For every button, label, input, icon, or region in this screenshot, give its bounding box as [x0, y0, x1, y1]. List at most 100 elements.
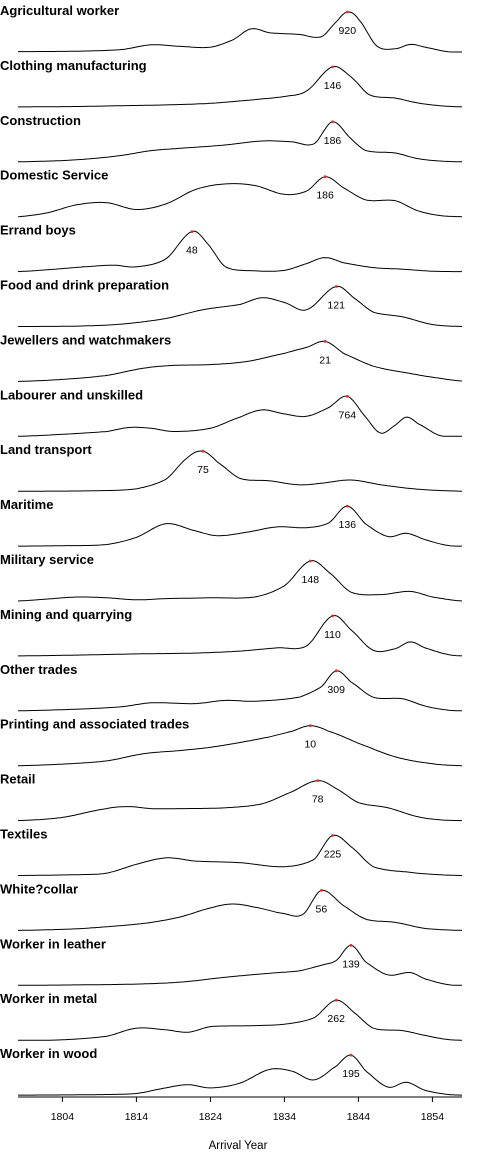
peak-marker [349, 1053, 353, 1057]
density-curve [18, 725, 463, 767]
density-curve [18, 340, 463, 382]
peak-marker [331, 614, 334, 618]
panel-title: Labourer and unskilled [0, 387, 143, 402]
peak-count-label: 48 [186, 245, 198, 257]
peak-marker [308, 724, 312, 728]
peak-count-label: 309 [327, 684, 345, 696]
density-curve [18, 450, 462, 492]
peak-marker [308, 559, 312, 563]
density-curve [18, 121, 462, 163]
panel: Retail 78 [0, 772, 462, 822]
peak-marker [331, 120, 334, 124]
panel-title: Maritime [0, 497, 53, 512]
peak-marker [316, 779, 320, 782]
density-curve [18, 889, 463, 931]
panel: Worker in metal 262 [0, 991, 462, 1041]
ridgeline-panels: Agricultural worker 920 Clothing manufactu… [0, 3, 463, 1096]
x-tick-label: 1854 [421, 1111, 445, 1123]
panel: Jewellers and watchmakers 21 [0, 332, 463, 382]
panel-title: Construction [0, 113, 81, 128]
peak-count-label: 225 [324, 849, 342, 861]
peak-count-label: 186 [324, 135, 342, 147]
panel-title: Clothing manufacturing [0, 58, 147, 73]
density-curve [17, 780, 462, 822]
peak-marker [331, 834, 334, 837]
peak-marker [331, 65, 334, 69]
peak-count-label: 920 [339, 25, 357, 37]
panel: Military service 148 [0, 552, 463, 602]
peak-count-label: 121 [327, 300, 345, 312]
panel: White?collar 56 [0, 881, 463, 931]
peak-marker [323, 340, 327, 343]
panel-title: Retail [0, 772, 35, 787]
x-axis-ticks: 1804 1814 1824 1834 1844 1854 [51, 1097, 445, 1123]
density-curve [18, 285, 463, 327]
peak-marker [334, 998, 338, 1002]
peak-marker [320, 889, 323, 892]
density-curve [18, 614, 463, 657]
peak-count-label: 75 [197, 464, 209, 476]
peak-count-label: 78 [312, 794, 324, 806]
panel: Worker in wood 195 [0, 1046, 462, 1096]
panel: Domestic Service 186 [0, 168, 463, 218]
peak-count-label: 146 [324, 80, 342, 92]
peak-count-label: 148 [302, 574, 320, 586]
peak-marker [345, 504, 349, 508]
peak-count-label: 10 [304, 739, 316, 751]
panel-title: Worker in leather [0, 936, 106, 951]
panel-title: White?collar [0, 881, 78, 896]
panel: Printing and associated trades 10 [0, 717, 463, 767]
peak-count-label: 195 [342, 1068, 360, 1080]
density-curve [17, 560, 463, 602]
panel: Land transport 75 [0, 442, 462, 492]
peak-count-label: 56 [316, 903, 328, 915]
peak-count-label: 136 [339, 519, 357, 531]
density-curve [18, 395, 462, 437]
density-curve [18, 1054, 462, 1096]
x-tick-label: 1844 [347, 1111, 371, 1123]
panel-title: Food and drink preparation [0, 278, 169, 293]
panel-title: Other trades [0, 662, 77, 677]
peak-count-label: 139 [342, 958, 360, 970]
peak-count-label: 21 [319, 354, 331, 366]
density-curve [18, 944, 462, 986]
peak-marker [349, 943, 353, 947]
x-tick-label: 1814 [125, 1111, 149, 1123]
peak-marker [190, 230, 194, 234]
panel-title: Textiles [0, 827, 47, 842]
peak-marker [201, 449, 205, 453]
x-tick-label: 1824 [199, 1111, 223, 1123]
panel: Errand boys 48 [0, 223, 462, 273]
panel-title: Worker in wood [0, 1046, 97, 1061]
panel-title: Military service [0, 552, 94, 567]
panel: Labourer and unskilled 764 [0, 387, 462, 437]
panel-title: Mining and quarrying [0, 607, 132, 622]
density-curve [17, 230, 462, 273]
panel-title: Jewellers and watchmakers [0, 332, 171, 347]
peak-marker [334, 669, 338, 673]
density-curve [18, 670, 462, 712]
peak-count-label: 764 [339, 409, 357, 421]
panel-title: Domestic Service [0, 168, 108, 183]
peak-marker [345, 394, 349, 398]
panel-title: Land transport [0, 442, 92, 457]
peak-marker [345, 10, 349, 14]
panel: Construction 186 [0, 113, 462, 163]
density-curve [18, 505, 462, 547]
panel-title: Errand boys [0, 223, 76, 238]
density-curve [18, 11, 462, 53]
panel: Textiles 225 [0, 827, 462, 876]
peak-count-label: 110 [324, 629, 341, 641]
x-tick-label: 1804 [51, 1111, 75, 1123]
peak-marker [323, 175, 327, 179]
density-curve [18, 834, 462, 876]
panel: Clothing manufacturing 146 [0, 58, 463, 108]
panel: Mining and quarrying 110 [0, 607, 463, 657]
peak-marker [334, 285, 338, 288]
panel-title: Printing and associated trades [0, 717, 189, 732]
peak-count-label: 262 [327, 1013, 345, 1025]
panel: Food and drink preparation 121 [0, 278, 463, 327]
panel-title: Worker in metal [0, 991, 97, 1006]
density-curve [17, 176, 463, 218]
